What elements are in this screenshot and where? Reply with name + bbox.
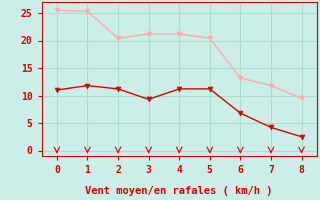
X-axis label: Vent moyen/en rafales ( km/h ): Vent moyen/en rafales ( km/h )	[85, 186, 273, 196]
